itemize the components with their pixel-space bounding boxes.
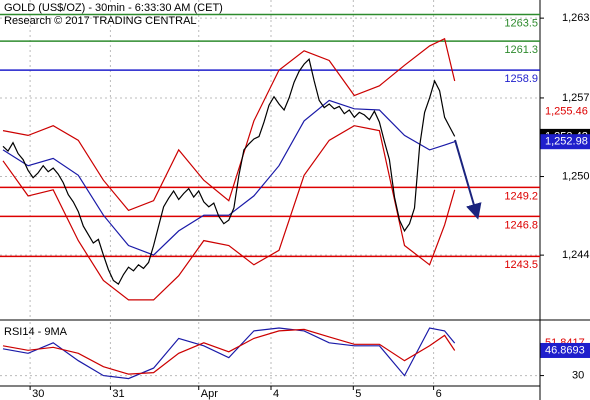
level-label: 1249.2 xyxy=(504,190,538,202)
x-tick-label: 31 xyxy=(112,388,124,400)
price-box xyxy=(540,134,590,150)
price-box-label: 46.8693 xyxy=(545,344,585,356)
chart-subtitle: Research © 2017 TRADING CENTRAL xyxy=(4,15,197,27)
x-tick-label: 30 xyxy=(32,388,44,400)
y-tick-label: 1,250 xyxy=(562,170,590,182)
price-box-label: 1,255.46 xyxy=(545,106,588,118)
rsi-line xyxy=(2,328,456,375)
level-label: 1261.3 xyxy=(504,44,538,56)
y-tick-label: 30 xyxy=(572,369,584,381)
indicator-line xyxy=(2,125,456,301)
price-line xyxy=(2,58,456,285)
level-label: 1243.5 xyxy=(504,259,538,271)
rsi-line xyxy=(2,327,456,380)
chart-title: GOLD (US$/OZ) - 30min - 6:33:30 AM (CET) xyxy=(4,2,223,14)
indicator-line xyxy=(2,99,455,256)
level-label: 1258.9 xyxy=(504,73,538,85)
y-tick-label: 1,244 xyxy=(562,249,590,261)
price-box xyxy=(540,104,590,120)
y-tick-label: 1,257 xyxy=(562,92,590,104)
price-box xyxy=(540,342,590,358)
forecast-arrow xyxy=(454,139,482,220)
x-tick-label: Apr xyxy=(201,388,218,400)
x-tick-label: 4 xyxy=(273,388,279,400)
x-tick-label: 5 xyxy=(355,388,361,400)
level-label: 1246.8 xyxy=(504,219,538,231)
level-label: 1263.5 xyxy=(504,17,538,29)
price-box-label: 1,252.98 xyxy=(545,136,588,148)
x-tick-label: 6 xyxy=(436,388,442,400)
y-tick-label: 1,263 xyxy=(562,12,590,24)
rsi-title: RSI14 - 9MA xyxy=(4,326,68,338)
